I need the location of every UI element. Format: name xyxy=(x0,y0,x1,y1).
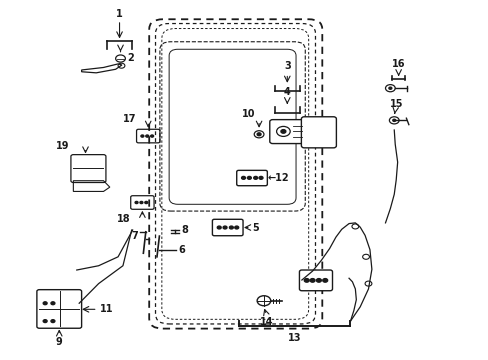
Circle shape xyxy=(144,202,147,203)
Circle shape xyxy=(150,135,153,137)
Circle shape xyxy=(322,279,327,282)
Circle shape xyxy=(51,320,55,323)
Text: 15: 15 xyxy=(389,99,403,109)
Text: 19: 19 xyxy=(56,141,69,151)
FancyBboxPatch shape xyxy=(269,120,308,144)
Circle shape xyxy=(241,176,245,179)
FancyBboxPatch shape xyxy=(236,170,267,186)
FancyBboxPatch shape xyxy=(299,270,332,291)
Text: 10: 10 xyxy=(241,109,255,119)
Circle shape xyxy=(309,279,314,282)
Text: 8: 8 xyxy=(181,225,188,235)
Circle shape xyxy=(217,226,221,229)
Circle shape xyxy=(253,176,257,179)
Circle shape xyxy=(257,133,261,136)
Text: 16: 16 xyxy=(391,59,405,69)
Circle shape xyxy=(259,176,263,179)
Text: 13: 13 xyxy=(287,333,301,343)
FancyBboxPatch shape xyxy=(212,219,243,236)
Circle shape xyxy=(316,279,321,282)
Circle shape xyxy=(141,135,143,137)
Text: 5: 5 xyxy=(252,222,259,233)
Circle shape xyxy=(392,119,395,121)
Text: ←12: ←12 xyxy=(267,173,289,183)
Text: 14: 14 xyxy=(259,317,273,327)
Circle shape xyxy=(43,320,47,323)
Text: 17: 17 xyxy=(122,114,136,124)
Circle shape xyxy=(388,87,391,89)
Circle shape xyxy=(140,202,142,203)
Text: 18: 18 xyxy=(116,213,130,224)
Text: 1: 1 xyxy=(116,9,122,18)
Circle shape xyxy=(135,202,138,203)
Circle shape xyxy=(229,226,233,229)
Circle shape xyxy=(234,226,238,229)
Text: 2: 2 xyxy=(126,53,133,63)
Circle shape xyxy=(145,135,148,137)
Circle shape xyxy=(281,130,285,133)
FancyBboxPatch shape xyxy=(301,117,336,148)
Circle shape xyxy=(43,302,47,305)
Text: 7: 7 xyxy=(131,231,138,241)
Circle shape xyxy=(223,226,226,229)
Text: 11: 11 xyxy=(100,304,113,314)
Text: 4: 4 xyxy=(284,87,290,98)
FancyBboxPatch shape xyxy=(37,290,81,328)
Circle shape xyxy=(304,279,308,282)
Circle shape xyxy=(51,302,55,305)
Text: 9: 9 xyxy=(56,337,62,347)
Circle shape xyxy=(247,176,251,179)
Text: 6: 6 xyxy=(179,246,185,255)
Text: 3: 3 xyxy=(284,62,290,71)
